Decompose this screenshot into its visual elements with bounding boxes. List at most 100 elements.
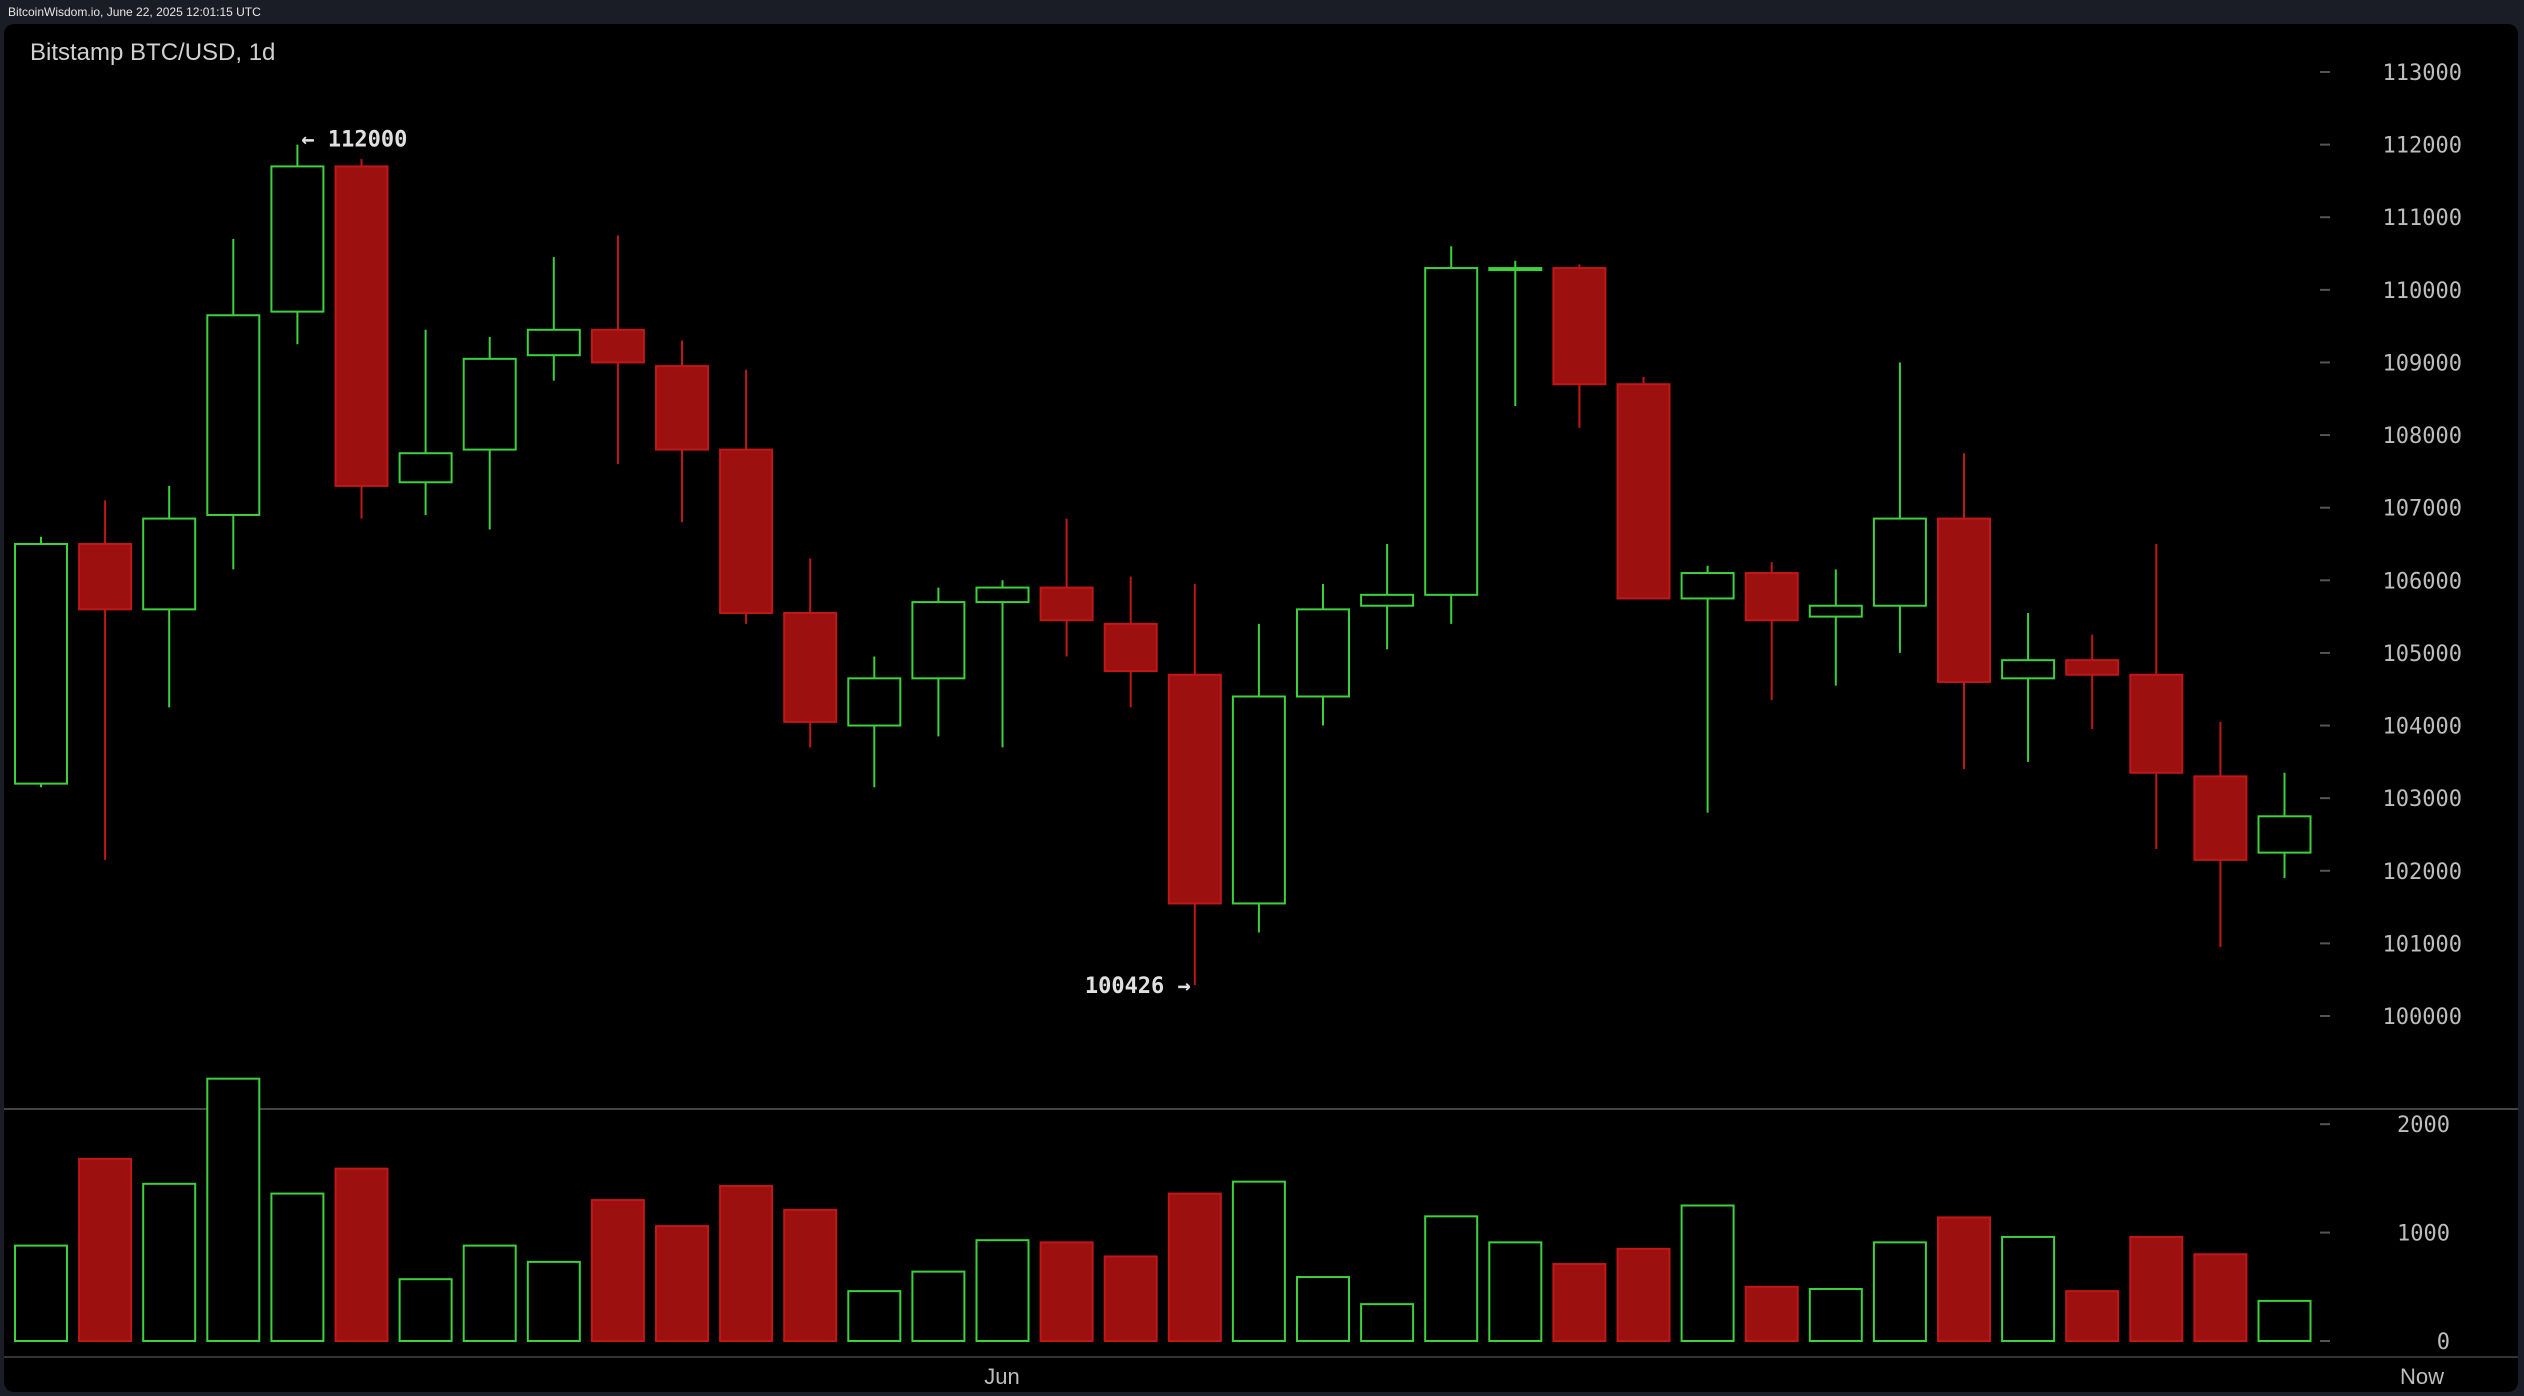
candle-body — [1424, 267, 1479, 596]
volume-bar — [1296, 1276, 1350, 1342]
candle-body — [526, 328, 581, 357]
candle — [1808, 569, 1863, 686]
candle — [270, 144, 325, 345]
x-tick-label-jun: Jun — [984, 1364, 1019, 1389]
candle-body — [142, 517, 197, 611]
candle — [1360, 544, 1415, 650]
candle-body — [334, 165, 389, 487]
volume-bar — [1039, 1241, 1094, 1342]
candle-body — [1039, 586, 1094, 622]
candle — [1872, 362, 1927, 653]
price-tick-label: 102000 — [2383, 860, 2462, 885]
volume-bar — [847, 1290, 902, 1342]
candle-body — [1680, 572, 1735, 600]
volume-bar — [206, 1077, 261, 1342]
candle — [1296, 583, 1350, 726]
candle-body — [1296, 608, 1350, 698]
candle-body — [1872, 517, 1927, 607]
candle — [1552, 264, 1607, 428]
candle — [847, 656, 902, 788]
candle-body — [1360, 593, 1415, 607]
candle-body — [1552, 267, 1607, 386]
candle — [1167, 583, 1222, 986]
candle-body — [911, 601, 966, 680]
volume-bar — [1360, 1303, 1415, 1343]
candle-body — [783, 611, 838, 723]
price-tick-label: 105000 — [2383, 642, 2462, 667]
candle — [526, 257, 581, 381]
volume-axis: 2000 1000 0 — [2320, 1113, 2450, 1355]
volume-bar — [975, 1239, 1030, 1342]
candles-layer — [14, 144, 2312, 986]
price-tick-label: 111000 — [2383, 206, 2462, 231]
volume-bar — [590, 1199, 645, 1342]
candle — [1616, 376, 1671, 600]
volume-bar — [142, 1182, 197, 1342]
x-tick-label-now: Now — [2400, 1364, 2444, 1389]
candle — [142, 485, 197, 708]
volume-bar — [1424, 1215, 1479, 1342]
candle — [1488, 260, 1543, 407]
volume-bar — [1616, 1247, 1671, 1342]
volume-bar — [398, 1278, 453, 1343]
candle — [590, 235, 645, 465]
candle — [334, 159, 389, 519]
candle-body — [2129, 673, 2184, 774]
candle-body — [1231, 695, 1286, 905]
candle-body — [206, 314, 261, 516]
candle-body — [1937, 517, 1991, 683]
candle-body — [78, 543, 133, 611]
candle-body — [1744, 572, 1799, 622]
candle-body — [655, 365, 709, 451]
candle — [2065, 634, 2120, 730]
candlestick-chart: Bitstamp BTC/USD, 1d 1130001120001110001… — [4, 39, 2518, 1389]
volume-bar — [719, 1184, 774, 1343]
volume-bar — [334, 1167, 389, 1343]
volume-bar — [2065, 1290, 2120, 1342]
volume-bar — [1552, 1263, 1607, 1343]
price-tick-label: 106000 — [2383, 569, 2462, 594]
price-tick-label: 108000 — [2383, 424, 2462, 449]
volume-bar — [1680, 1204, 1735, 1342]
candle-body — [1488, 267, 1543, 272]
candle — [783, 558, 838, 748]
candle — [975, 580, 1030, 748]
candle — [655, 340, 709, 523]
candle — [2001, 612, 2056, 762]
candle — [1424, 246, 1479, 624]
candle-body — [975, 586, 1030, 604]
candle — [719, 369, 774, 624]
source-timestamp: BitcoinWisdom.io, June 22, 2025 12:01:15… — [8, 5, 261, 19]
candle-body — [590, 328, 645, 364]
candle-body — [270, 165, 325, 313]
candle — [78, 500, 133, 860]
candle-body — [14, 543, 68, 785]
price-tick-label: 100000 — [2383, 1005, 2462, 1030]
top-info-bar: BitcoinWisdom.io, June 22, 2025 12:01:15… — [0, 0, 2524, 24]
candle-body — [1808, 604, 1863, 618]
volume-tick-label: 0 — [2437, 1330, 2450, 1355]
volume-bar — [783, 1208, 838, 1343]
volume-bar — [270, 1192, 325, 1343]
candle — [1937, 453, 1991, 770]
candle — [2193, 721, 2248, 948]
candle-body — [398, 452, 453, 484]
volume-bars-layer — [14, 1077, 2312, 1343]
price-tick-label: 112000 — [2383, 134, 2462, 159]
volume-bar — [526, 1260, 581, 1343]
volume-bar — [2129, 1235, 2184, 1343]
candle — [1744, 562, 1799, 701]
candle — [1039, 518, 1094, 657]
candle — [2257, 772, 2312, 879]
candle-body — [1167, 673, 1222, 905]
volume-bar — [14, 1244, 68, 1343]
volume-bar — [78, 1157, 133, 1342]
volume-bar — [655, 1225, 709, 1342]
candle — [462, 337, 517, 530]
candle — [2129, 544, 2184, 849]
volume-bar — [1872, 1241, 1927, 1342]
price-tick-label: 110000 — [2383, 279, 2462, 304]
chart-panel: Bitstamp BTC/USD, 1d 113000 112000 111000 1… — [4, 24, 2518, 1392]
candle-body — [719, 448, 774, 614]
volume-bar — [911, 1270, 966, 1343]
